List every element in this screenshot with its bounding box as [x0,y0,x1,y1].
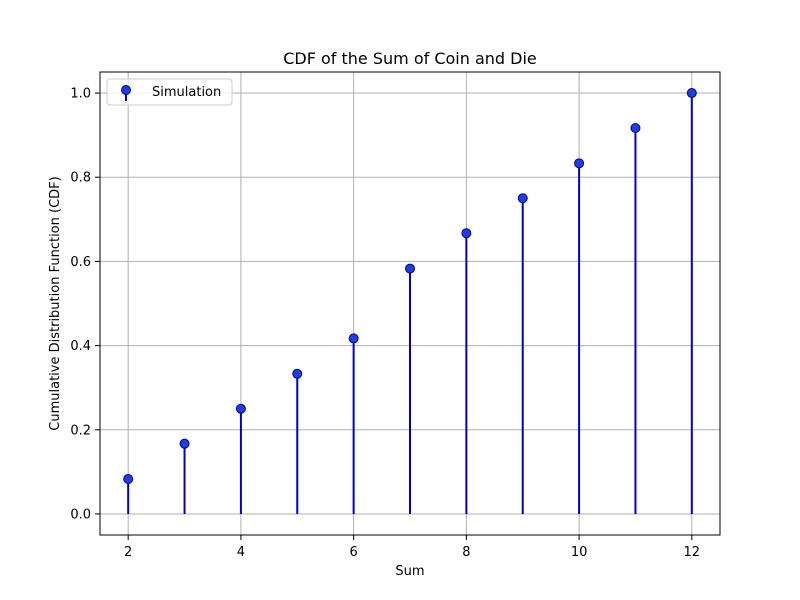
x-axis-ticks: 2 4 6 8 10 12 [124,535,700,560]
y-axis-label: Cumulative Distribution Function (CDF) [48,176,63,430]
data-point [235,403,246,414]
chart-title: CDF of the Sum of Coin and Die [283,49,537,68]
x-tick-label: 6 [349,545,357,560]
data-point [123,474,134,485]
x-tick-label: 12 [684,545,701,560]
data-point [292,368,303,379]
x-axis-label: Sum [395,564,424,579]
legend: Simulation [106,78,233,106]
grid-lines [100,72,720,535]
data-point [461,228,472,239]
y-tick-label: 1.0 [70,87,91,102]
data-point [348,333,359,344]
y-tick-label: 0.6 [70,255,91,270]
y-tick-label: 0.2 [70,423,91,438]
x-tick-label: 10 [571,545,588,560]
data-points [123,88,697,485]
data-point [686,88,697,99]
legend-marker-icon [121,85,131,95]
legend-box [106,78,233,106]
plot-frame [99,71,721,536]
x-tick-label: 4 [237,545,245,560]
data-point [630,122,641,133]
y-axis-ticks: 0.0 0.2 0.4 0.6 0.8 1.0 [70,87,100,522]
x-tick-label: 2 [124,545,132,560]
data-point [179,438,190,449]
legend-label: Simulation [152,85,221,100]
data-point [517,193,528,204]
y-tick-label: 0.0 [70,507,91,522]
y-tick-label: 0.8 [70,171,91,186]
y-tick-label: 0.4 [70,339,91,354]
data-point [405,263,415,274]
x-tick-label: 8 [462,545,470,560]
stem-lines [127,93,693,514]
data-point [574,158,585,169]
